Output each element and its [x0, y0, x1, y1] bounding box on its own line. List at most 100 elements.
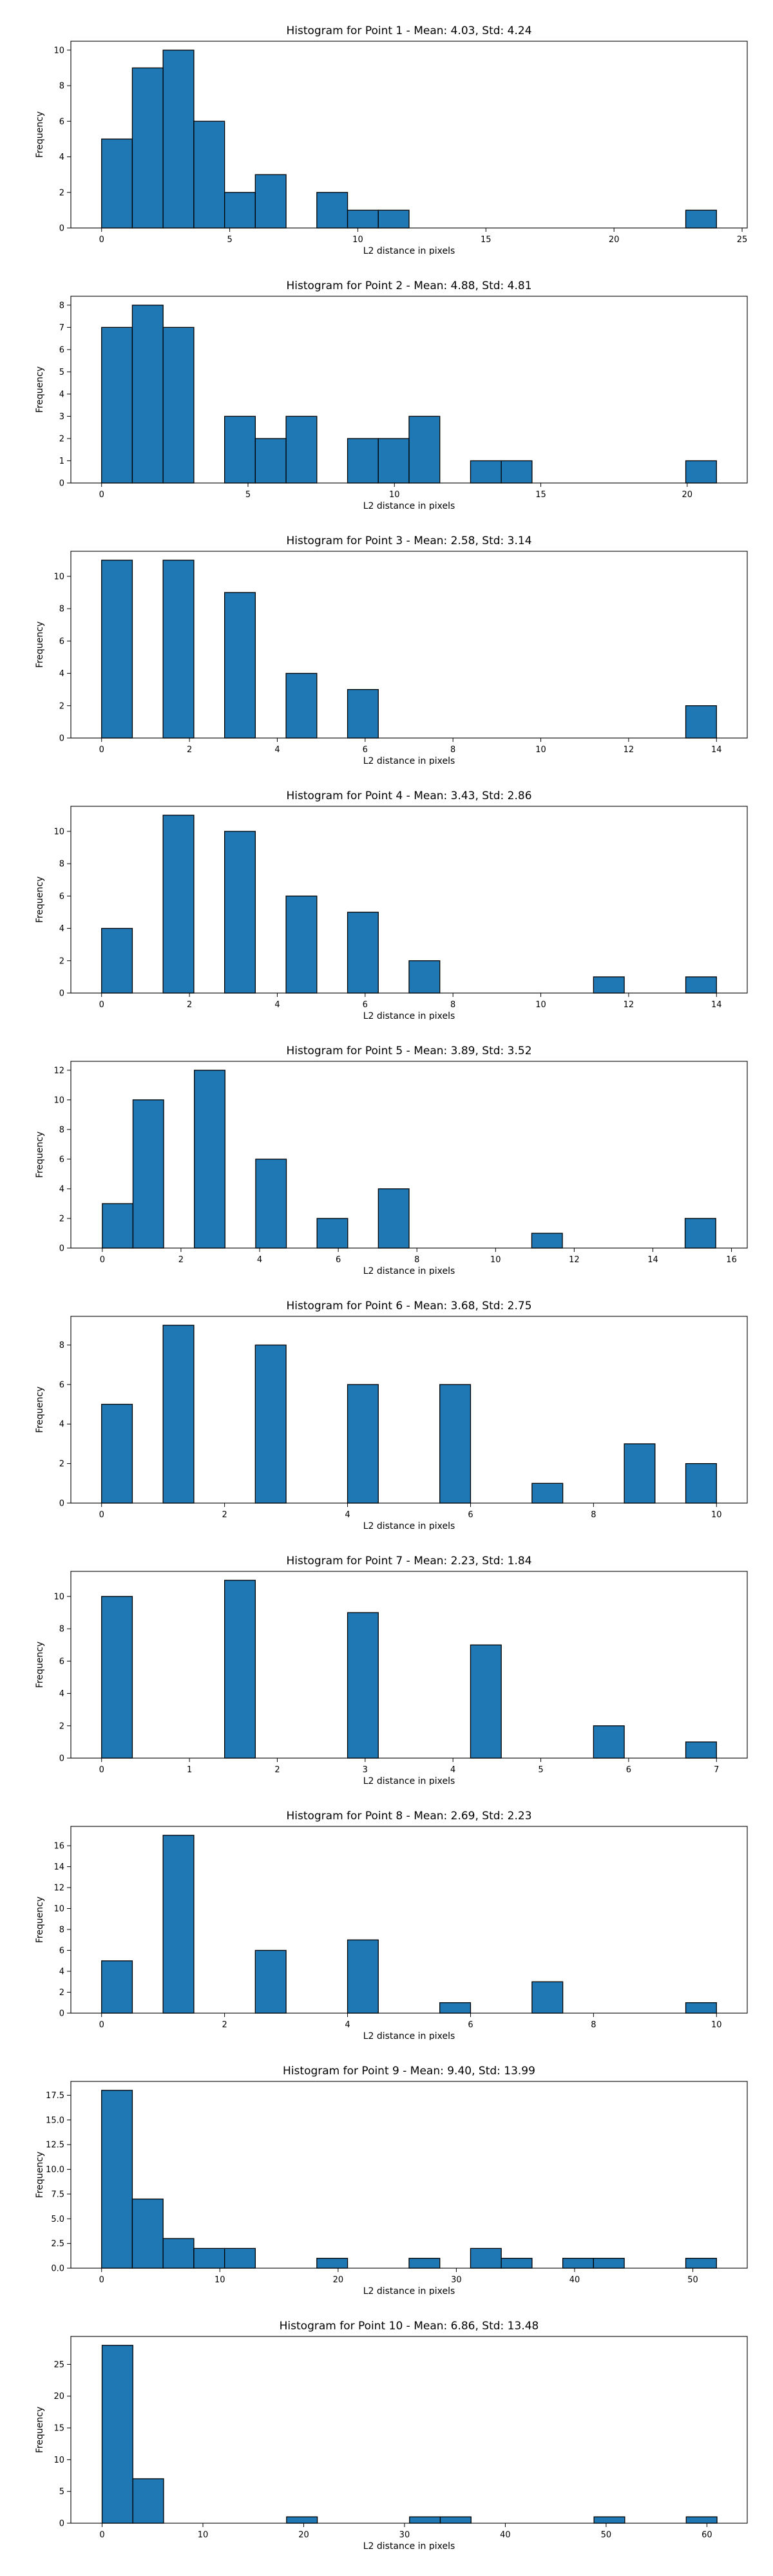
- bars: [101, 2090, 717, 2269]
- y-tick-label: 15: [53, 2424, 64, 2434]
- histogram-panel-8: 0 2 4 6 8 10 0 2 4 6 8 10 12 14 16 Histogram for Point …: [0, 1785, 773, 2041]
- histogram-bar: [408, 960, 441, 994]
- chart-title: Histogram for Point 5 - Mean: 3.89, Std:…: [286, 1045, 531, 1057]
- x-tick-label: 8: [414, 1255, 419, 1265]
- histogram-bar: [377, 209, 410, 229]
- y-tick-label: 10: [53, 572, 64, 582]
- y-tick-label: 25: [53, 2360, 64, 2370]
- histogram-bar: [131, 67, 164, 229]
- y-tick-label: 6: [59, 637, 64, 647]
- y-axis-label: Frequency: [35, 111, 45, 158]
- x-tick-label: 6: [468, 2020, 473, 2030]
- y-tick-label: 4: [59, 1689, 64, 1699]
- x-tick-label: 14: [711, 745, 722, 755]
- y-tick-label: 8: [59, 1926, 64, 1935]
- x-tick-label: 2: [222, 1510, 227, 1520]
- x-tick-label: 1: [187, 1765, 192, 1775]
- histogram-svg-3: 0 2 4 6 8 10 12 14 0 2 4 6 8 10 Histogram for Point 3 …: [35, 535, 748, 766]
- x-tick-label: 0: [100, 1255, 105, 1265]
- x-tick-label: 10: [389, 490, 400, 500]
- x-tick-label: 10: [711, 1510, 722, 1520]
- x-tick-label: 6: [363, 1000, 368, 1010]
- x-tick-label: 10: [711, 2020, 722, 2030]
- x-tick-label: 4: [274, 1000, 280, 1010]
- histogram-bar: [439, 2516, 472, 2524]
- y-tick-label: 17.5: [46, 2091, 64, 2101]
- y-axis-label: Frequency: [35, 2152, 45, 2198]
- x-tick-label: 4: [450, 1765, 455, 1775]
- histogram-bar: [439, 1384, 472, 1504]
- x-tick-label: 2: [187, 745, 192, 755]
- chart-title: Histogram for Point 2 - Mean: 4.88, Std:…: [286, 279, 531, 292]
- y-tick-label: 2: [59, 956, 64, 966]
- histogram-svg-9: 0 10 20 30 40 50 0.0 2.5 5.0 7.5 10.0 12.5 15.0 17.5 H…: [35, 2065, 748, 2297]
- x-tick-label: 4: [274, 745, 280, 755]
- plot-frame: [70, 551, 748, 739]
- histogram-bar: [685, 705, 717, 739]
- histogram-bar: [101, 927, 133, 994]
- x-tick-label: 0: [99, 1000, 104, 1010]
- x-tick-label: 2: [187, 1000, 192, 1010]
- histogram-bar: [101, 560, 133, 739]
- x-tick-label: 5: [538, 1765, 543, 1775]
- y-tick-label: 2: [59, 1988, 64, 1998]
- histogram-panel-3: 0 2 4 6 8 10 12 14 0 2 4 6 8 10 Histogram for Point 3 …: [0, 510, 773, 766]
- plot-frame: [70, 1316, 748, 1504]
- x-axis-label: L2 distance in pixels: [363, 1266, 455, 1275]
- plot-frame: [70, 1826, 748, 2014]
- histogram-bar: [102, 1203, 134, 1249]
- histogram-bar: [316, 192, 348, 229]
- x-tick-label: 8: [591, 2020, 596, 2030]
- y-tick-label: 6: [59, 1380, 64, 1390]
- x-tick-label: 4: [345, 2020, 350, 2030]
- x-tick-label: 0: [99, 1510, 104, 1520]
- y-tick-label: 0: [59, 989, 64, 999]
- y-tick-label: 4: [59, 390, 64, 399]
- x-tick-label: 0: [99, 2020, 104, 2030]
- x-axis-label: L2 distance in pixels: [363, 1521, 455, 1530]
- y-tick-label: 8: [59, 301, 64, 310]
- x-tick-label: 0: [99, 490, 104, 500]
- histogram-bar: [685, 1463, 717, 1504]
- y-tick-label: 0: [59, 1499, 64, 1509]
- x-tick-label: 20: [298, 2530, 309, 2540]
- histogram-bar: [101, 2345, 133, 2524]
- x-tick-label: 10: [535, 1000, 546, 1010]
- histogram-bar: [162, 50, 195, 229]
- histogram-bar: [439, 2002, 472, 2014]
- y-tick-label: 1: [59, 457, 64, 466]
- x-tick-label: 0: [99, 2530, 104, 2540]
- chart-title: Histogram for Point 9 - Mean: 9.40, Std:…: [283, 2065, 535, 2078]
- x-tick-label: 8: [450, 745, 455, 755]
- histogram-bar: [347, 689, 379, 739]
- x-axis-label: L2 distance in pixels: [363, 2286, 455, 2295]
- plot-frame: [70, 806, 748, 994]
- histogram-bar: [132, 2478, 164, 2524]
- y-tick-label: 7: [59, 323, 64, 333]
- y-tick-label: 0: [59, 479, 64, 489]
- histogram-bar: [347, 1939, 379, 2014]
- plot-frame: [70, 1061, 748, 1249]
- x-tick-label: 30: [451, 2275, 462, 2285]
- x-tick-label: 4: [345, 1510, 350, 1520]
- y-tick-label: 8: [59, 1125, 64, 1135]
- histogram-bar: [162, 1835, 195, 2014]
- x-tick-label: 20: [682, 490, 693, 500]
- y-tick-label: 2: [59, 434, 64, 444]
- x-tick-label: 0: [99, 2275, 104, 2285]
- x-tick-label: 12: [569, 1255, 580, 1265]
- x-tick-label: 5: [227, 235, 232, 245]
- x-axis-label: L2 distance in pixels: [363, 756, 455, 765]
- x-tick-label: 16: [726, 1255, 737, 1265]
- histogram-bar: [470, 2248, 502, 2269]
- histogram-bar: [347, 1612, 379, 1759]
- histogram-panel-2: 0 5 10 15 20 0 1 2 3 4 5 6 7 8 Histogram for Point 2 -…: [0, 255, 773, 511]
- histogram-bar: [409, 2516, 441, 2524]
- y-tick-label: 8: [59, 82, 64, 91]
- y-tick-label: 7.5: [51, 2190, 64, 2199]
- histogram-panel-6: 0 2 4 6 8 10 0 2 4 6 8 Histogram for Point 6 - Mean…: [0, 1275, 773, 1531]
- chart-title: Histogram for Point 8 - Mean: 2.69, Std:…: [286, 1810, 531, 1823]
- y-axis-label: Frequency: [35, 621, 45, 668]
- histogram-bar: [101, 1596, 133, 1759]
- histogram-bar: [285, 672, 318, 739]
